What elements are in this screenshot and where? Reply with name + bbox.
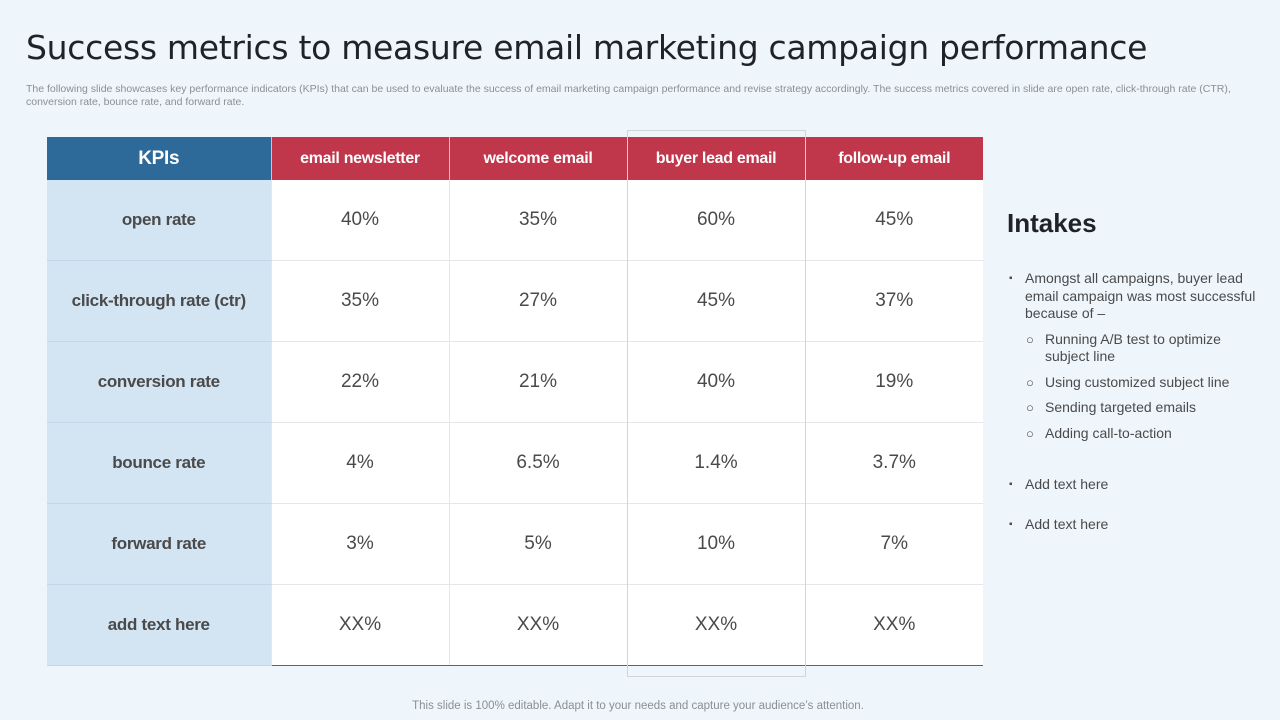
table-cell: 60% [626,180,805,261]
square-bullet-icon: ▪ [1009,479,1013,490]
table-cell: 35% [448,180,627,261]
table-cell: 3% [270,503,449,585]
table-cell: 19% [804,341,983,423]
table-cell: 5% [448,503,627,585]
extra-point-text: Add text here [1025,515,1109,532]
intakes-title: Intakes [1007,208,1097,238]
intakes-main-point: ▪ Amongst all campaigns, buyer lead emai… [1007,270,1257,323]
slide-footer: This slide is 100% editable. Adapt it to… [412,700,864,712]
kpi-label: add text here [47,584,271,666]
reason-item: ○ Using customized subject line [1007,374,1257,392]
circle-bullet-icon: ○ [1026,400,1034,415]
table-cell: XX% [626,584,805,666]
table-header-row: KPIs email newsletter welcome email buye… [47,137,983,180]
table-row: open rate 40% 35% 60% 45% [47,180,983,261]
reason-text: Adding call-to-action [1045,424,1172,441]
reason-item: ○ Sending targeted emails [1007,399,1257,417]
main-point-text: Amongst all campaigns, buyer lead email … [1025,270,1256,321]
table-cell: 10% [626,503,805,585]
table-cell: 4% [270,422,449,504]
slide-title: Success metrics to measure email marketi… [26,28,1148,67]
campaign-header-buyer-lead-email: buyer lead email [626,137,805,180]
table-cell: 6.5% [448,422,627,504]
table-cell: 45% [626,260,805,342]
intakes-list: ▪ Amongst all campaigns, buyer lead emai… [1007,270,1257,533]
table-cell: 35% [270,260,449,342]
table-cell: 37% [804,260,983,342]
table-cell: 3.7% [804,422,983,504]
kpi-column-header: KPIs [47,137,271,180]
table-row: add text here XX% XX% XX% XX% [47,584,983,666]
reason-text: Sending targeted emails [1045,399,1196,415]
kpi-label: open rate [47,180,271,261]
table-cell: 40% [626,341,805,423]
intakes-extra-point: ▪ Add text here [1007,476,1257,494]
table-row: conversion rate 22% 21% 40% 19% [47,341,983,423]
intakes-extra-point: ▪ Add text here [1007,516,1257,534]
kpi-label: bounce rate [47,422,271,504]
square-bullet-icon: ▪ [1009,518,1013,530]
circle-bullet-icon: ○ [1026,425,1034,441]
campaign-header-welcome-email: welcome email [448,137,627,180]
table-cell: XX% [804,584,983,666]
table-cell: 1.4% [626,422,805,504]
table-row: bounce rate 4% 6.5% 1.4% 3.7% [47,422,983,504]
circle-bullet-icon: ○ [1026,331,1034,347]
table-cell: 27% [448,260,627,342]
reason-text: Running A/B test to optimize subject lin… [1045,330,1221,365]
kpi-label: click-through rate (ctr) [47,260,271,342]
square-bullet-icon: ▪ [1009,273,1013,284]
extra-point-text: Add text here [1025,476,1109,492]
table-cell: 45% [804,180,983,261]
table-cell: 40% [270,180,449,261]
kpi-table: KPIs email newsletter welcome email buye… [47,137,983,666]
reason-text: Using customized subject line [1045,373,1230,390]
campaign-header-email-newsletter: email newsletter [270,137,449,180]
circle-bullet-icon: ○ [1026,374,1034,390]
table-cell: XX% [448,584,627,666]
kpi-label: forward rate [47,503,271,585]
table-row: click-through rate (ctr) 35% 27% 45% 37% [47,260,983,342]
reason-item: ○ Adding call-to-action [1007,425,1257,443]
slide-subtitle: The following slide showcases key perfor… [26,83,1231,108]
campaign-header-follow-up-email: follow-up email [804,137,983,180]
table-cell: XX% [270,584,449,666]
table-cell: 22% [270,341,449,423]
table-cell: 21% [448,341,627,423]
reasons-list: ○ Running A/B test to optimize subject l… [1007,331,1257,443]
table-cell: 7% [804,503,983,585]
kpi-label: conversion rate [47,341,271,423]
reason-item: ○ Running A/B test to optimize subject l… [1007,331,1257,366]
table-row: forward rate 3% 5% 10% 7% [47,503,983,585]
